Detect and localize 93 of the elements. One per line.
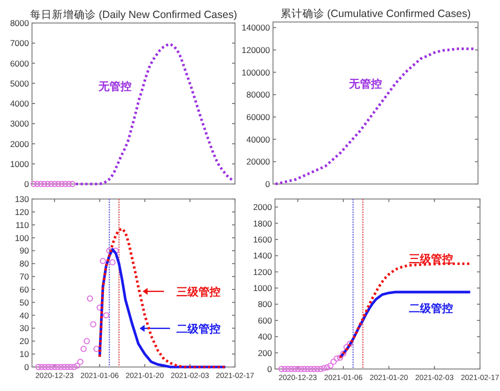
- y-tick-label: 140000: [242, 22, 270, 33]
- point: [310, 366, 318, 372]
- y-tick-label: 800: [258, 299, 272, 310]
- point: [308, 366, 314, 372]
- y-tick-label: 40000: [246, 134, 270, 144]
- y-tick-label: 80: [20, 258, 30, 269]
- point: [64, 364, 71, 370]
- point: [93, 346, 100, 352]
- y-tick-label: 1400: [253, 250, 272, 261]
- y-tick-label: 8000: [10, 18, 30, 28]
- point: [304, 366, 311, 372]
- legend-label: 三级管控: [176, 285, 220, 298]
- point: [314, 366, 320, 372]
- y-tick-label: 120: [14, 206, 30, 217]
- point: [327, 362, 334, 369]
- series-label: 二级管控: [408, 302, 453, 315]
- point: [35, 364, 42, 370]
- point: [80, 346, 87, 352]
- point: [58, 364, 64, 370]
- series-label: 无管控: [98, 80, 132, 93]
- y-tick-label: 6000: [10, 58, 30, 68]
- y-tick-label: 100000: [242, 67, 270, 78]
- point: [324, 364, 330, 370]
- point: [320, 365, 327, 372]
- point: [100, 258, 106, 264]
- y-tick-label: 4000: [10, 98, 30, 108]
- y-tick-label: 100: [14, 232, 30, 243]
- y-tick-label: 1200: [253, 266, 272, 277]
- y-tick-label: 110: [15, 220, 30, 230]
- point: [278, 366, 285, 372]
- point: [288, 366, 294, 372]
- y-tick-label: 5000: [10, 78, 30, 88]
- point: [74, 362, 80, 369]
- point: [346, 340, 353, 348]
- y-tick-label: 20000: [246, 156, 270, 167]
- y-tick-label: 1800: [253, 218, 272, 228]
- y-tick-label: 70: [20, 272, 30, 282]
- y-tick-label: 3000: [10, 118, 30, 129]
- point: [336, 354, 344, 361]
- point: [343, 344, 350, 350]
- point: [68, 364, 74, 370]
- point: [48, 364, 54, 370]
- point: [291, 366, 298, 372]
- y-tick-label: 30: [20, 323, 30, 334]
- series-label: 无管控: [348, 78, 382, 91]
- point: [298, 366, 304, 372]
- y-tick-label: 120000: [242, 44, 270, 55]
- point: [38, 364, 45, 370]
- y-tick-label: 600: [258, 315, 272, 326]
- y-tick-label: 0: [24, 179, 30, 189]
- point: [90, 321, 96, 328]
- y-tick-label: 80000: [246, 90, 270, 100]
- y-tick-label: 0: [267, 364, 272, 374]
- y-tick-label: 2000: [10, 138, 30, 149]
- y-tick-label: 60: [20, 284, 30, 294]
- point: [301, 366, 308, 372]
- y-tick-label: 1000: [10, 158, 30, 169]
- point: [54, 364, 61, 370]
- y-tick-label: 130: [14, 194, 30, 204]
- y-tick-label: 0: [24, 362, 30, 372]
- point: [84, 338, 90, 344]
- y-tick-label: 200: [258, 348, 272, 358]
- point: [334, 355, 340, 362]
- y-tick-label: 60000: [246, 112, 270, 122]
- y-tick-label: 1600: [253, 234, 272, 244]
- point: [86, 295, 94, 302]
- point: [70, 364, 77, 370]
- point: [45, 364, 52, 370]
- y-tick-label: 10: [20, 349, 30, 360]
- y-tick-label: 1000: [253, 283, 272, 294]
- point: [77, 358, 84, 365]
- chart-title: 每日新增确诊 (Daily New Confirmed Cases): [30, 8, 238, 21]
- legend-label: 二级管控: [176, 322, 220, 336]
- y-tick-label: 40: [20, 310, 30, 320]
- point: [282, 366, 288, 372]
- point: [42, 364, 48, 370]
- point: [294, 366, 301, 372]
- point: [330, 358, 337, 365]
- point: [284, 366, 292, 372]
- y-tick-label: 90: [20, 246, 30, 256]
- y-tick-label: 2000: [253, 202, 272, 212]
- point: [109, 259, 116, 266]
- chart-title: 累计确诊 (Cumulative Confirmed Cases): [280, 7, 471, 20]
- point: [51, 364, 58, 370]
- y-tick-label: 400: [258, 332, 272, 342]
- y-tick-label: 0: [265, 179, 270, 189]
- y-tick-label: 20: [20, 336, 30, 346]
- y-tick-label: 50: [20, 297, 30, 308]
- y-tick-label: 7000: [10, 38, 30, 48]
- point: [103, 312, 110, 318]
- point: [61, 364, 68, 370]
- point: [340, 350, 346, 357]
- point: [317, 366, 324, 372]
